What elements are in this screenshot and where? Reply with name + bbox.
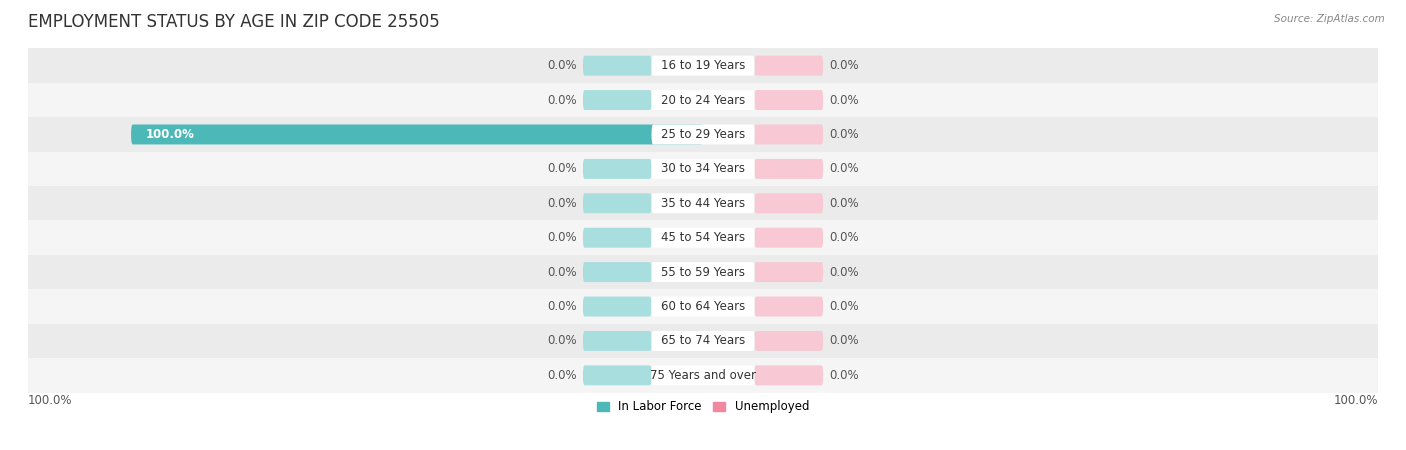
Text: 0.0%: 0.0% xyxy=(547,231,578,244)
FancyBboxPatch shape xyxy=(755,90,823,110)
Text: 25 to 29 Years: 25 to 29 Years xyxy=(661,128,745,141)
FancyBboxPatch shape xyxy=(583,331,651,351)
FancyBboxPatch shape xyxy=(583,90,651,110)
Bar xyxy=(17,358,1389,392)
FancyBboxPatch shape xyxy=(583,297,651,316)
Text: 0.0%: 0.0% xyxy=(547,300,578,313)
FancyBboxPatch shape xyxy=(755,228,823,248)
FancyBboxPatch shape xyxy=(755,125,823,144)
Text: 0.0%: 0.0% xyxy=(828,59,859,72)
FancyBboxPatch shape xyxy=(583,56,651,76)
FancyBboxPatch shape xyxy=(583,365,651,385)
Text: 0.0%: 0.0% xyxy=(828,300,859,313)
FancyBboxPatch shape xyxy=(755,297,823,316)
Text: 0.0%: 0.0% xyxy=(828,334,859,347)
Text: 100.0%: 100.0% xyxy=(145,128,194,141)
Text: 0.0%: 0.0% xyxy=(547,59,578,72)
FancyBboxPatch shape xyxy=(755,56,823,76)
Text: 0.0%: 0.0% xyxy=(828,266,859,279)
Text: 0.0%: 0.0% xyxy=(828,197,859,210)
FancyBboxPatch shape xyxy=(583,194,651,213)
FancyBboxPatch shape xyxy=(651,56,755,76)
Text: 55 to 59 Years: 55 to 59 Years xyxy=(661,266,745,279)
Text: 0.0%: 0.0% xyxy=(828,162,859,176)
FancyBboxPatch shape xyxy=(651,228,755,248)
Text: 100.0%: 100.0% xyxy=(1333,394,1378,407)
Text: 0.0%: 0.0% xyxy=(547,334,578,347)
Bar xyxy=(17,255,1389,289)
Text: 65 to 74 Years: 65 to 74 Years xyxy=(661,334,745,347)
Text: 75 Years and over: 75 Years and over xyxy=(650,369,756,382)
Bar xyxy=(17,49,1389,83)
FancyBboxPatch shape xyxy=(755,159,823,179)
Bar xyxy=(17,83,1389,117)
FancyBboxPatch shape xyxy=(651,194,755,213)
Text: 0.0%: 0.0% xyxy=(547,266,578,279)
FancyBboxPatch shape xyxy=(755,365,823,385)
Bar xyxy=(17,152,1389,186)
FancyBboxPatch shape xyxy=(651,159,755,179)
FancyBboxPatch shape xyxy=(755,331,823,351)
FancyBboxPatch shape xyxy=(651,90,755,110)
Text: 35 to 44 Years: 35 to 44 Years xyxy=(661,197,745,210)
FancyBboxPatch shape xyxy=(583,262,651,282)
FancyBboxPatch shape xyxy=(651,331,755,351)
Text: 0.0%: 0.0% xyxy=(828,369,859,382)
FancyBboxPatch shape xyxy=(755,262,823,282)
Text: 0.0%: 0.0% xyxy=(547,197,578,210)
FancyBboxPatch shape xyxy=(651,125,755,144)
FancyBboxPatch shape xyxy=(755,194,823,213)
FancyBboxPatch shape xyxy=(651,297,755,316)
Text: 60 to 64 Years: 60 to 64 Years xyxy=(661,300,745,313)
Text: 0.0%: 0.0% xyxy=(547,162,578,176)
FancyBboxPatch shape xyxy=(131,125,703,144)
Bar xyxy=(17,289,1389,324)
Text: 0.0%: 0.0% xyxy=(828,94,859,107)
Text: 0.0%: 0.0% xyxy=(828,128,859,141)
FancyBboxPatch shape xyxy=(651,365,755,385)
Bar xyxy=(17,220,1389,255)
Text: Source: ZipAtlas.com: Source: ZipAtlas.com xyxy=(1274,14,1385,23)
Text: 16 to 19 Years: 16 to 19 Years xyxy=(661,59,745,72)
Text: EMPLOYMENT STATUS BY AGE IN ZIP CODE 25505: EMPLOYMENT STATUS BY AGE IN ZIP CODE 255… xyxy=(28,13,440,31)
FancyBboxPatch shape xyxy=(651,262,755,282)
Bar xyxy=(17,117,1389,152)
Text: 20 to 24 Years: 20 to 24 Years xyxy=(661,94,745,107)
FancyBboxPatch shape xyxy=(583,159,651,179)
Text: 0.0%: 0.0% xyxy=(828,231,859,244)
Text: 100.0%: 100.0% xyxy=(28,394,73,407)
Legend: In Labor Force, Unemployed: In Labor Force, Unemployed xyxy=(592,396,814,418)
Text: 45 to 54 Years: 45 to 54 Years xyxy=(661,231,745,244)
Text: 0.0%: 0.0% xyxy=(547,94,578,107)
FancyBboxPatch shape xyxy=(583,228,651,248)
Text: 30 to 34 Years: 30 to 34 Years xyxy=(661,162,745,176)
Text: 0.0%: 0.0% xyxy=(547,369,578,382)
Bar xyxy=(17,186,1389,220)
Bar xyxy=(17,324,1389,358)
